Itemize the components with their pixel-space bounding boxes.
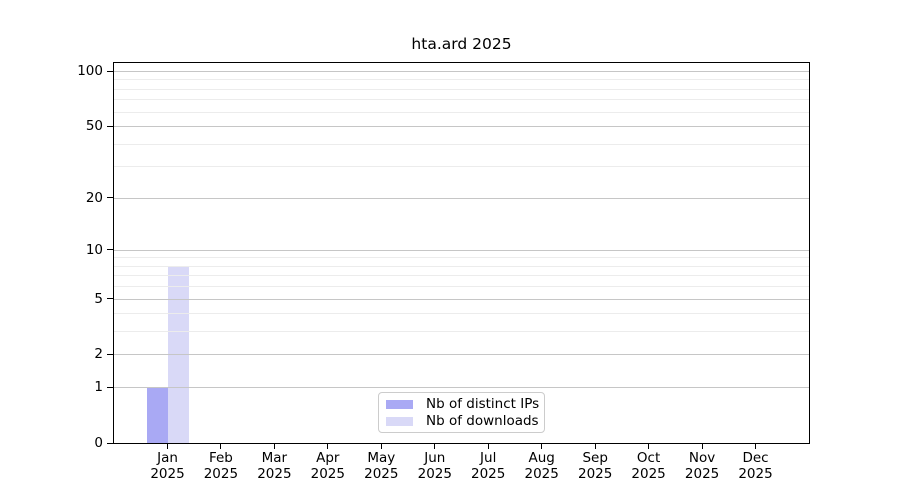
legend-label-distinct-ips: Nb of distinct IPs	[426, 396, 540, 412]
y-tick-2	[107, 353, 113, 355]
gridline-major-10	[114, 249, 809, 251]
gridline-minor-6	[114, 286, 809, 288]
x-tick-month: Feb	[208, 450, 233, 466]
x-tick-month: Apr	[316, 450, 340, 466]
gridline-major-5	[114, 298, 809, 300]
x-tick-sep	[594, 444, 596, 449]
x-tick-oct	[648, 444, 650, 449]
gridline-minor-9	[114, 257, 809, 259]
x-tick-year: 2025	[364, 465, 399, 482]
x-tick-label-nov: Nov 2025	[674, 450, 730, 482]
gridline-minor-40	[114, 143, 809, 145]
x-tick-year: 2025	[738, 465, 773, 482]
gridline-major-20	[114, 197, 809, 199]
gridline-major-100	[114, 71, 809, 72]
x-tick-month: Jan	[157, 450, 178, 466]
y-tick-100	[107, 70, 113, 72]
x-tick-label-apr: Apr 2025	[300, 450, 356, 482]
x-tick-month: Oct	[636, 450, 661, 466]
x-tick-label-jun: Jun 2025	[407, 450, 463, 482]
x-tick-label-may: May 2025	[353, 450, 409, 482]
y-tick-50	[107, 125, 113, 127]
y-tick-label-2: 2	[94, 346, 103, 363]
x-tick-label-aug: Aug 2025	[514, 450, 570, 482]
y-tick-label-5: 5	[94, 290, 103, 307]
legend-item-distinct-ips: Nb of distinct IPs	[386, 396, 540, 413]
legend-swatch-distinct-ips	[386, 399, 413, 409]
x-tick-month: Nov	[688, 450, 716, 466]
legend: Nb of distinct IPs Nb of downloads	[378, 392, 545, 433]
x-tick-month: Jul	[480, 450, 497, 466]
x-tick-label-sep: Sep 2025	[567, 450, 623, 482]
legend-label-downloads: Nb of downloads	[426, 413, 539, 429]
x-tick-may	[380, 444, 382, 449]
x-tick-jul	[487, 444, 489, 449]
x-tick-label-mar: Mar 2025	[246, 450, 302, 482]
x-tick-jan	[167, 444, 168, 449]
gridline-minor-4	[114, 313, 809, 315]
x-tick-label-oct: Oct 2025	[621, 450, 677, 482]
x-tick-mar	[273, 444, 275, 449]
y-tick-1	[107, 386, 113, 388]
x-tick-jun	[434, 444, 436, 449]
x-tick-month: Dec	[742, 450, 769, 466]
gridline-minor-8	[114, 265, 809, 267]
x-tick-label-dec: Dec 2025	[728, 450, 784, 482]
x-tick-month: Aug	[528, 450, 555, 466]
x-tick-year: 2025	[203, 465, 239, 482]
gridline-major-2	[114, 354, 809, 356]
gridline-minor-60	[114, 111, 809, 113]
x-tick-year: 2025	[578, 465, 613, 482]
x-tick-month: May	[367, 450, 396, 466]
y-tick-5	[107, 298, 113, 300]
y-tick-label-0: 0	[94, 435, 103, 451]
x-tick-apr	[327, 444, 329, 449]
gridline-minor-7	[114, 275, 809, 277]
y-tick-label-10: 10	[85, 241, 103, 258]
x-tick-year: 2025	[150, 465, 185, 482]
x-tick-label-jan: Jan 2025	[140, 450, 196, 482]
y-tick-0	[107, 442, 113, 444]
x-tick-year: 2025	[417, 465, 452, 482]
x-tick-nov	[701, 444, 703, 449]
x-tick-year: 2025	[524, 465, 559, 482]
x-tick-aug	[541, 444, 543, 449]
legend-item-downloads: Nb of downloads	[386, 413, 539, 430]
y-tick-label-20: 20	[85, 189, 103, 206]
x-tick-dec	[755, 444, 756, 449]
gridline-minor-80	[114, 88, 809, 90]
y-tick-10	[107, 249, 113, 251]
y-tick-label-1: 1	[94, 379, 103, 396]
legend-swatch-downloads	[386, 416, 413, 426]
x-tick-year: 2025	[257, 465, 292, 482]
x-tick-month: Mar	[261, 450, 288, 466]
x-tick-year: 2025	[684, 465, 720, 482]
x-tick-feb	[220, 444, 222, 449]
x-tick-label-jul: Jul 2025	[460, 450, 516, 482]
x-tick-month: Jun	[424, 450, 446, 466]
x-tick-label-feb: Feb 2025	[193, 450, 249, 482]
x-tick-year: 2025	[310, 465, 345, 482]
gridline-major-1	[114, 387, 809, 389]
gridline-major-50	[114, 126, 809, 128]
y-tick-20	[107, 197, 113, 199]
bar-nb-of-distinct-ips-jan	[146, 387, 168, 443]
plot-area	[113, 62, 810, 444]
x-tick-year: 2025	[631, 465, 666, 482]
y-tick-label-100: 100	[77, 63, 103, 79]
gridline-minor-90	[114, 79, 809, 81]
gridline-minor-30	[114, 166, 809, 168]
x-tick-month: Sep	[582, 450, 608, 466]
gridline-minor-70	[114, 99, 809, 101]
y-tick-label-50: 50	[85, 118, 103, 135]
chart-title: hta.ard 2025	[411, 35, 512, 53]
x-tick-year: 2025	[471, 465, 506, 482]
gridline-minor-3	[114, 331, 809, 333]
